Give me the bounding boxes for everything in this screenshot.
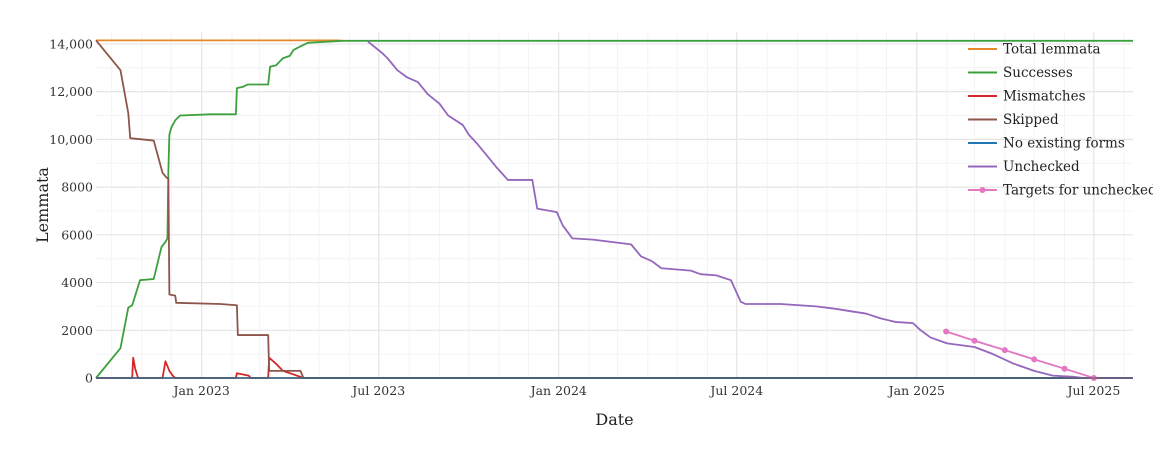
x-tick-label: Jul 2023 [350,383,405,398]
targets-for-unchecked-point [943,328,950,335]
legend-item-unchecked[interactable]: Unchecked [968,159,1080,175]
legend-label: Skipped [1003,112,1059,128]
targets-for-unchecked-point [1001,347,1008,354]
y-tick-label: 6000 [61,227,93,242]
legend: Total lemmata Successes Mismatches Skipped N… [968,42,1153,199]
series-unchecked [367,40,1133,379]
x-tick-label: Jan 2025 [887,383,945,398]
legend-label: Targets for unchecked [1003,183,1153,199]
successes-line [95,39,1133,379]
targets-for-unchecked-line [945,330,1095,379]
legend-label: Total lemmata [1003,42,1101,58]
tick-labels: Jan 2023 Jul 2023 Jan 2024 Jul 2024 Jan 2025… [49,36,1120,398]
legend-label: No existing forms [1003,136,1125,152]
y-tick-label: 2000 [61,323,93,338]
x-axis-title: Date [595,410,633,429]
y-tick-label: 14,000 [49,36,93,51]
y-axis-title: Lemmata [33,167,52,243]
grid-lines [96,32,1133,378]
legend-item-total-lemmata[interactable]: Total lemmata [968,42,1101,58]
legend-label: Unchecked [1003,159,1080,175]
series-targets-for-unchecked [943,328,1097,381]
legend-item-successes[interactable]: Successes [968,65,1073,81]
unchecked-line [367,40,1133,379]
x-tick-label: Jan 2024 [529,383,587,398]
x-tick-label: Jul 2025 [1065,383,1120,398]
y-tick-label: 4000 [61,275,93,290]
series-mismatches [96,356,1133,379]
y-tick-label: 10,000 [49,132,93,147]
legend-item-no-existing-forms[interactable]: No existing forms [968,136,1125,152]
x-tick-label: Jan 2023 [172,383,230,398]
targets-for-unchecked-point [971,337,978,344]
targets-for-unchecked-point [1031,356,1038,363]
legend-label: Mismatches [1003,89,1086,105]
mismatches-line [96,356,1133,379]
x-tick-label: Jul 2024 [708,383,763,398]
skipped-line [95,39,1133,379]
series-skipped [95,39,1133,379]
legend-marker [979,187,986,193]
legend-item-skipped[interactable]: Skipped [968,112,1059,128]
y-tick-label: 12,000 [49,84,93,99]
y-tick-label: 8000 [61,180,93,195]
targets-for-unchecked-point [1061,365,1068,372]
y-tick-label: 0 [85,371,93,386]
series-successes [95,39,1133,379]
legend-item-targets-for-unchecked[interactable]: Targets for unchecked [968,183,1153,199]
legend-label: Successes [1003,65,1073,81]
legend-item-mismatches[interactable]: Mismatches [968,89,1086,105]
